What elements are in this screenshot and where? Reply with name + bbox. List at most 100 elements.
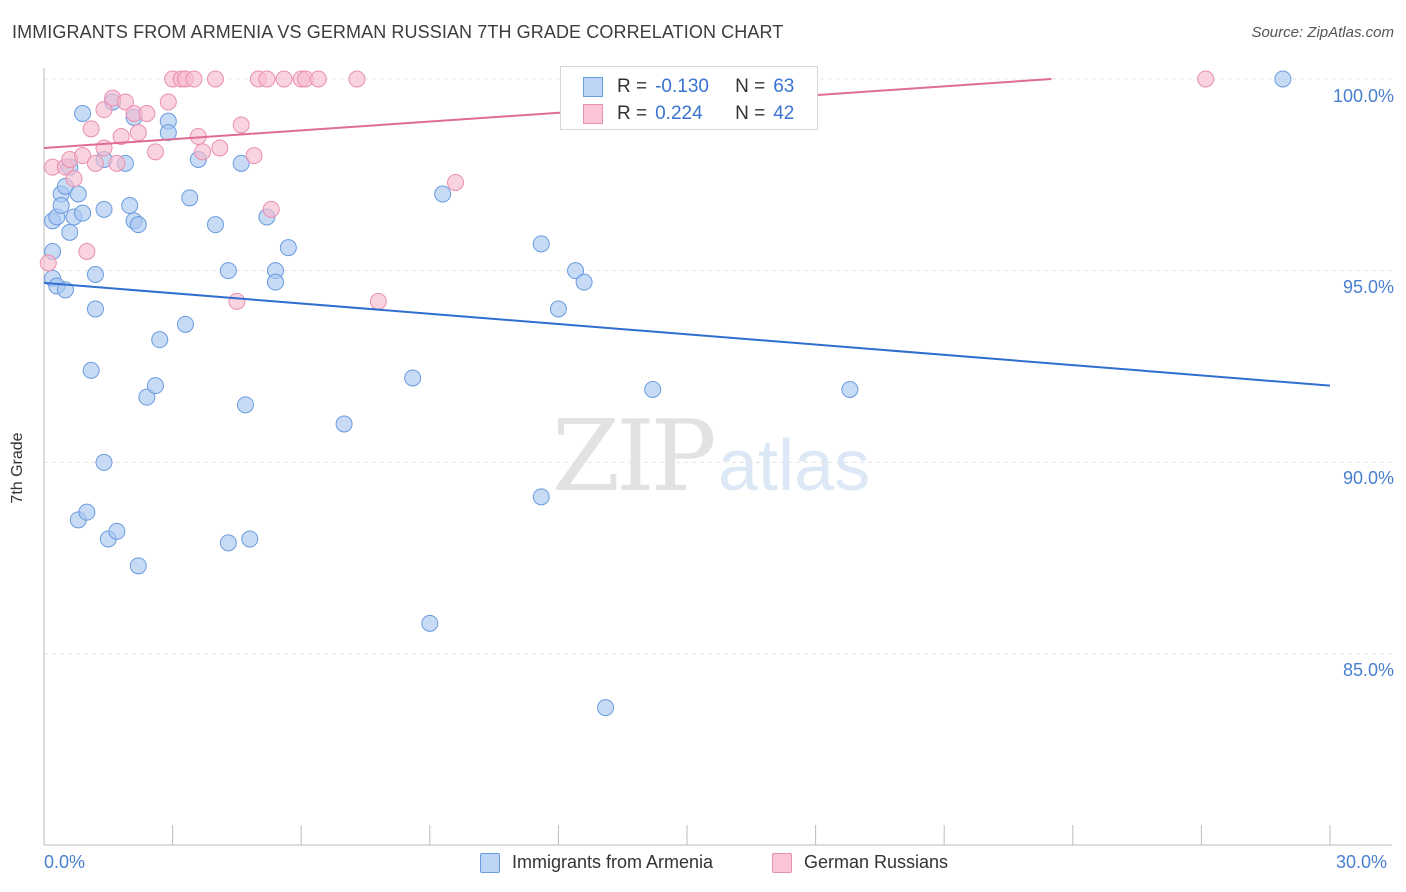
armenia-swatch bbox=[583, 77, 603, 97]
point-german-russians bbox=[211, 139, 229, 157]
point-german-russians bbox=[206, 70, 224, 88]
point-armenia bbox=[95, 453, 113, 471]
trend-lines bbox=[43, 78, 1331, 387]
point-german-russians bbox=[146, 143, 164, 161]
point-armenia bbox=[206, 216, 224, 234]
point-armenia bbox=[78, 503, 96, 521]
point-armenia bbox=[644, 381, 662, 398]
point-armenia bbox=[279, 239, 297, 257]
n-label: N = bbox=[735, 103, 766, 124]
point-armenia bbox=[159, 124, 177, 142]
point-german-russians bbox=[82, 120, 100, 138]
point-armenia bbox=[236, 396, 254, 414]
y-tick-label-100: 100.0% bbox=[1332, 86, 1394, 106]
stats-row-german-russians: R = 0.224 N = 42 bbox=[583, 101, 794, 127]
point-armenia bbox=[108, 522, 126, 540]
trend-line-armenia bbox=[43, 281, 1331, 387]
n-value: 63 bbox=[773, 76, 795, 97]
y-tick-label-95: 95.0% bbox=[1342, 277, 1394, 297]
point-armenia bbox=[219, 534, 237, 552]
y-tick-label-85: 85.0% bbox=[1342, 660, 1394, 680]
stats-legend: R = -0.130 N = 63 R = 0.224 N = 42 bbox=[560, 66, 818, 130]
legend-item-german-russians[interactable]: German Russians bbox=[772, 852, 948, 873]
point-armenia bbox=[74, 105, 92, 122]
watermark-atlas: atlas bbox=[718, 426, 871, 506]
german-russians-swatch bbox=[583, 104, 603, 124]
point-german-russians bbox=[245, 147, 263, 165]
point-armenia bbox=[567, 262, 585, 280]
point-german-russians bbox=[112, 128, 130, 145]
legend-label-armenia: Immigrants from Armenia bbox=[512, 852, 714, 872]
point-armenia bbox=[549, 300, 567, 318]
point-armenia bbox=[219, 262, 237, 280]
point-german-russians bbox=[108, 154, 126, 172]
point-german-russians bbox=[309, 70, 327, 88]
legend-item-armenia[interactable]: Immigrants from Armenia bbox=[480, 852, 713, 873]
point-armenia bbox=[86, 300, 104, 318]
point-german-russians bbox=[78, 243, 96, 260]
point-german-russians bbox=[129, 124, 147, 142]
point-armenia bbox=[421, 614, 439, 632]
point-armenia bbox=[86, 266, 104, 283]
point-armenia bbox=[232, 154, 250, 172]
x-tick-label-max: 30.0% bbox=[1336, 852, 1388, 872]
point-armenia bbox=[575, 273, 593, 291]
point-armenia bbox=[181, 189, 199, 207]
source-credit: Source: ZipAtlas.com bbox=[1251, 24, 1394, 41]
point-armenia bbox=[129, 216, 147, 234]
point-german-russians bbox=[232, 116, 250, 134]
point-german-russians bbox=[275, 70, 293, 88]
point-armenia bbox=[61, 223, 79, 241]
legend-swatch-armenia bbox=[480, 852, 500, 873]
chart-title: IMMIGRANTS FROM ARMENIA VS GERMAN RUSSIA… bbox=[12, 22, 784, 42]
data-points bbox=[39, 70, 1292, 717]
series-legend: Immigrants from Armenia German Russians bbox=[0, 852, 1406, 878]
point-armenia bbox=[266, 273, 284, 291]
point-german-russians bbox=[74, 147, 92, 165]
point-german-russians bbox=[138, 105, 156, 122]
point-armenia bbox=[74, 204, 92, 222]
x-tick-label-min: 0.0% bbox=[44, 852, 86, 872]
point-german-russians bbox=[1197, 70, 1215, 88]
point-armenia bbox=[82, 361, 100, 379]
y-axis-label: 7th Grade bbox=[9, 432, 26, 504]
r-value: -0.130 bbox=[655, 76, 709, 97]
trend-line-german-russians bbox=[43, 78, 1052, 149]
point-german-russians bbox=[95, 101, 113, 119]
point-armenia bbox=[69, 185, 87, 203]
n-label: N = bbox=[735, 76, 766, 97]
point-german-russians bbox=[116, 93, 134, 111]
point-german-russians bbox=[258, 70, 276, 88]
point-german-russians bbox=[194, 143, 212, 161]
point-armenia bbox=[335, 415, 353, 433]
point-armenia bbox=[176, 315, 194, 333]
point-german-russians bbox=[228, 292, 246, 310]
stats-row-armenia: R = -0.130 N = 63 bbox=[583, 74, 794, 100]
y-tick-label-90: 90.0% bbox=[1342, 468, 1394, 488]
watermark-zip: ZIP bbox=[552, 400, 717, 514]
r-value: 0.224 bbox=[655, 103, 703, 124]
point-armenia bbox=[404, 369, 422, 387]
point-german-russians bbox=[39, 254, 57, 272]
point-armenia bbox=[138, 388, 156, 406]
axes bbox=[43, 68, 1392, 846]
point-armenia bbox=[841, 381, 859, 398]
point-armenia bbox=[1274, 70, 1292, 88]
legend-swatch-german-russians bbox=[772, 852, 792, 873]
point-armenia bbox=[532, 235, 550, 253]
point-armenia bbox=[434, 185, 452, 203]
point-german-russians bbox=[185, 70, 203, 88]
point-german-russians bbox=[86, 154, 104, 172]
point-armenia bbox=[146, 377, 164, 395]
point-armenia bbox=[532, 488, 550, 506]
point-armenia bbox=[597, 699, 615, 717]
point-german-russians bbox=[369, 292, 387, 310]
point-german-russians bbox=[447, 174, 465, 191]
n-value: 42 bbox=[773, 103, 795, 124]
point-armenia bbox=[129, 557, 147, 575]
r-label: R = bbox=[617, 103, 648, 124]
point-armenia bbox=[241, 530, 259, 548]
point-german-russians bbox=[159, 93, 177, 111]
point-german-russians bbox=[95, 139, 113, 157]
